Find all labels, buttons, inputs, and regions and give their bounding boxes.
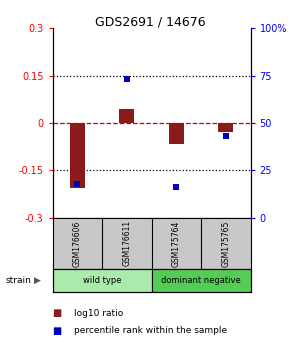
Bar [218, 123, 233, 132]
Bar [119, 109, 134, 123]
Text: percentile rank within the sample: percentile rank within the sample [74, 326, 226, 336]
Text: ■: ■ [52, 326, 62, 336]
Text: GSM175764: GSM175764 [172, 220, 181, 267]
Text: GSM176611: GSM176611 [122, 220, 131, 267]
Text: ▶: ▶ [34, 276, 41, 285]
Bar [52, 269, 152, 292]
Text: GSM175765: GSM175765 [221, 220, 230, 267]
Text: wild type: wild type [83, 276, 121, 285]
Text: GDS2691 / 14676: GDS2691 / 14676 [95, 16, 205, 29]
Text: log10 ratio: log10 ratio [74, 309, 123, 318]
Bar [169, 123, 184, 143]
Text: ■: ■ [52, 308, 62, 318]
Text: strain: strain [6, 276, 32, 285]
Text: dominant negative: dominant negative [161, 276, 241, 285]
Text: GSM176606: GSM176606 [73, 220, 82, 267]
Bar [70, 123, 85, 188]
Bar [152, 269, 250, 292]
